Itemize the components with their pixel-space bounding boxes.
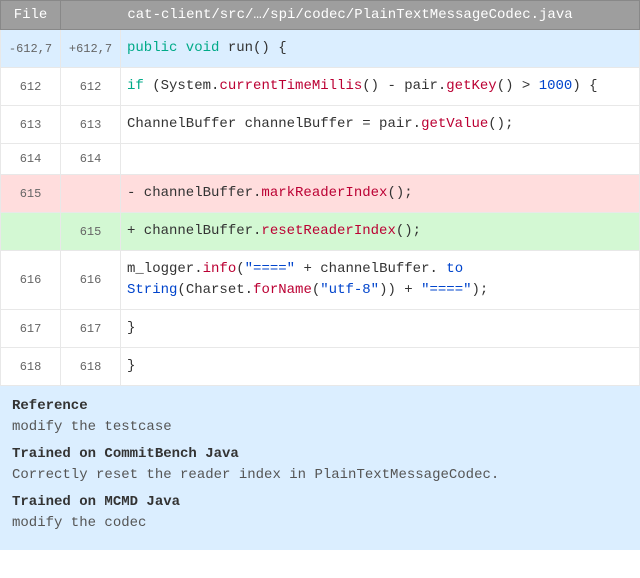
lineno-new: 618 [61, 348, 121, 386]
lineno-old: 615 [1, 175, 61, 213]
lineno-old: 617 [1, 310, 61, 348]
code-cell: if (System.currentTimeMillis() - pair.ge… [121, 68, 640, 106]
commitbench-text: Correctly reset the reader index in Plai… [12, 465, 628, 486]
lineno-new: 616 [61, 251, 121, 310]
lineno-old: 613 [1, 106, 61, 144]
diff-row: 618 618 } [1, 348, 640, 386]
diff-row: 612 612 if (System.currentTimeMillis() -… [1, 68, 640, 106]
diff-row: 614 614 [1, 144, 640, 175]
code-cell: + channelBuffer.resetReaderIndex(); [121, 213, 640, 251]
diff-row-added: 615 + channelBuffer.resetReaderIndex(); [1, 213, 640, 251]
lineno-old [1, 213, 61, 251]
code-cell: m_logger.info("====" + channelBuffer. to… [121, 251, 640, 310]
lineno-old: 616 [1, 251, 61, 310]
lineno-new: 617 [61, 310, 121, 348]
diff-table: File cat-client/src/…/spi/codec/PlainTex… [0, 0, 640, 386]
hunk-header: -612,7 +612,7 public void run() { [1, 30, 640, 68]
hunk-sig: public void run() { [121, 30, 640, 68]
diff-row: 616 616 m_logger.info("====" + channelBu… [1, 251, 640, 310]
diff-row: 617 617 } [1, 310, 640, 348]
lineno-old: 614 [1, 144, 61, 175]
lineno-old: 612 [1, 68, 61, 106]
reference-header: Reference [12, 396, 628, 417]
lineno-old: 618 [1, 348, 61, 386]
lineno-new: 614 [61, 144, 121, 175]
commitbench-header: Trained on CommitBench Java [12, 444, 628, 465]
code-cell [121, 144, 640, 175]
diff-row: 613 613 ChannelBuffer channelBuffer = pa… [1, 106, 640, 144]
lineno-new: 613 [61, 106, 121, 144]
commentary: Reference modify the testcase Trained on… [0, 386, 640, 550]
lineno-new [61, 175, 121, 213]
lineno-new: 615 [61, 213, 121, 251]
code-cell: ChannelBuffer channelBuffer = pair.getVa… [121, 106, 640, 144]
col-file: File [1, 1, 61, 30]
reference-text: modify the testcase [12, 417, 628, 438]
hunk-old: -612,7 [1, 30, 61, 68]
code-cell: } [121, 348, 640, 386]
lineno-new: 612 [61, 68, 121, 106]
hunk-new: +612,7 [61, 30, 121, 68]
code-cell: - channelBuffer.markReaderIndex(); [121, 175, 640, 213]
mcmd-text: modify the codec [12, 513, 628, 534]
col-path: cat-client/src/…/spi/codec/PlainTextMess… [61, 1, 640, 30]
code-cell: } [121, 310, 640, 348]
table-header-row: File cat-client/src/…/spi/codec/PlainTex… [1, 1, 640, 30]
diff-row-deleted: 615 - channelBuffer.markReaderIndex(); [1, 175, 640, 213]
mcmd-header: Trained on MCMD Java [12, 492, 628, 513]
